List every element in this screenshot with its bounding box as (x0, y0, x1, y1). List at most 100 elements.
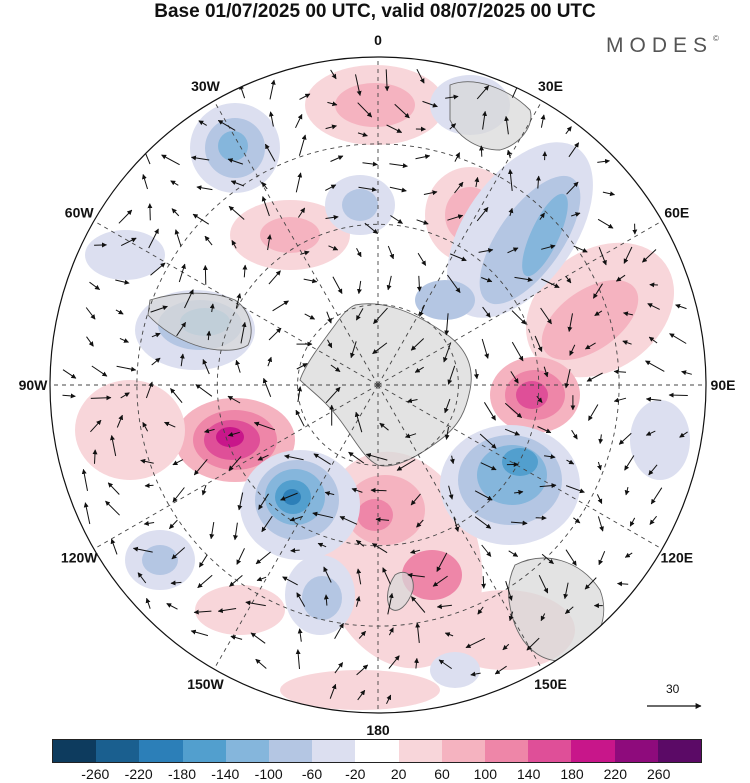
reference-vector-label: 30 (666, 682, 680, 696)
wind-arrow-icon (272, 300, 289, 312)
wind-arrow-icon (504, 402, 522, 418)
wind-arrow-icon (230, 180, 245, 187)
wind-arrow-icon (419, 304, 425, 317)
wind-arrow-icon (228, 205, 245, 220)
wind-arrow-icon (624, 486, 630, 496)
wind-arrow-icon (598, 434, 604, 444)
wind-arrow-icon (120, 392, 130, 399)
wind-arrow-icon (375, 517, 390, 523)
colorbar-segment (182, 740, 226, 762)
wind-arrow-icon (477, 606, 484, 615)
wind-arrow-icon (411, 596, 426, 613)
wind-arrow-icon (147, 203, 153, 221)
colorbar-segment (657, 740, 702, 762)
colorbar-segment (269, 740, 313, 762)
wind-arrow-icon (190, 629, 209, 637)
wind-arrow-icon (476, 207, 489, 222)
longitude-label: 150W (187, 676, 224, 692)
wind-arrow-icon (253, 421, 276, 431)
wind-arrow-icon (171, 208, 180, 217)
wind-arrow-icon (586, 372, 603, 382)
wind-arrow-icon (116, 365, 137, 372)
anomaly-patch (541, 280, 639, 360)
wind-arrow-icon (449, 123, 457, 130)
wind-arrow-icon (317, 542, 327, 548)
wind-arrow-icon (544, 454, 556, 460)
wind-arrow-icon (379, 422, 389, 431)
wind-arrow-icon (447, 365, 456, 385)
anomaly-patch (402, 550, 462, 600)
brand-logo: MODES© (606, 34, 719, 58)
wind-arrow-icon (325, 214, 339, 220)
wind-arrow-icon (386, 694, 392, 705)
wind-arrow-icon (119, 337, 129, 343)
wind-arrow-icon (324, 491, 335, 496)
wind-arrow-icon (86, 336, 94, 347)
wind-arrow-icon (443, 342, 452, 363)
wind-arrow-icon (192, 213, 210, 225)
wind-arrow-icon (174, 229, 182, 247)
longitude-label: 90W (19, 377, 49, 393)
wind-arrow-icon (537, 426, 552, 434)
wind-arrow-icon (257, 454, 269, 461)
wind-arrow-icon (303, 278, 318, 284)
wind-arrow-icon (597, 461, 602, 471)
wind-arrow-icon (564, 368, 571, 389)
wind-arrow-icon (323, 594, 329, 606)
wind-arrow-icon (137, 572, 147, 584)
wind-arrow-icon (507, 247, 519, 254)
wind-arrow-icon (282, 576, 298, 586)
colorbar-segment (225, 740, 270, 762)
wind-arrow-icon (543, 366, 549, 378)
wind-arrow-icon (584, 342, 596, 350)
wind-arrow-icon (327, 101, 338, 107)
wind-arrow-icon (298, 134, 307, 156)
wind-arrow-icon (355, 596, 361, 607)
anomaly-patch (260, 217, 320, 253)
wind-arrow-icon (444, 426, 450, 440)
wind-arrow-icon (445, 94, 459, 100)
anomaly-patch (216, 427, 244, 447)
wind-arrow-icon (479, 433, 497, 449)
wind-arrow-icon (170, 580, 182, 586)
meridian-line (377, 384, 543, 670)
meridian-line (213, 100, 379, 386)
wind-arrow-icon (539, 483, 557, 489)
colorbar-segment (571, 740, 615, 762)
wind-arrow-icon (483, 402, 496, 421)
colorbar-tick-label: 100 (473, 766, 497, 782)
anomaly-patch (218, 131, 248, 161)
wind-arrow-icon (262, 377, 272, 397)
wind-arrow-icon (332, 276, 343, 294)
wind-arrow-icon (358, 186, 377, 192)
wind-arrow-icon (410, 493, 421, 506)
wind-arrow-icon (325, 386, 341, 404)
wind-arrow-icon (172, 459, 184, 466)
wind-arrow-icon (592, 283, 603, 299)
wind-arrow-icon (510, 520, 528, 526)
wind-arrow-icon (170, 180, 179, 186)
anomaly-patch (335, 83, 415, 127)
wind-arrow-icon (356, 664, 369, 676)
wind-arrow-icon (295, 113, 303, 129)
anomaly-patch (502, 448, 538, 476)
wind-arrow-icon (373, 307, 388, 324)
wind-arrow-icon (330, 69, 337, 80)
wind-arrow-icon (295, 649, 301, 670)
wind-arrow-icon (416, 275, 422, 292)
wind-arrow-icon (423, 190, 438, 196)
wind-arrow-icon (504, 428, 520, 436)
wind-arrow-icon (355, 308, 364, 321)
wind-arrow-icon (407, 572, 425, 578)
anomaly-patch (302, 576, 342, 620)
wind-arrow-icon (648, 464, 658, 476)
wind-arrow-icon (494, 665, 507, 675)
wind-arrow-icon (250, 632, 266, 644)
wind-arrow-icon (195, 384, 213, 397)
anomaly-patch (280, 670, 440, 710)
wind-arrow-icon (255, 658, 267, 669)
wind-arrow-icon (508, 550, 519, 557)
wind-arrow-icon (227, 431, 240, 437)
wind-arrow-icon (573, 245, 588, 253)
wind-arrow-icon (290, 547, 300, 553)
